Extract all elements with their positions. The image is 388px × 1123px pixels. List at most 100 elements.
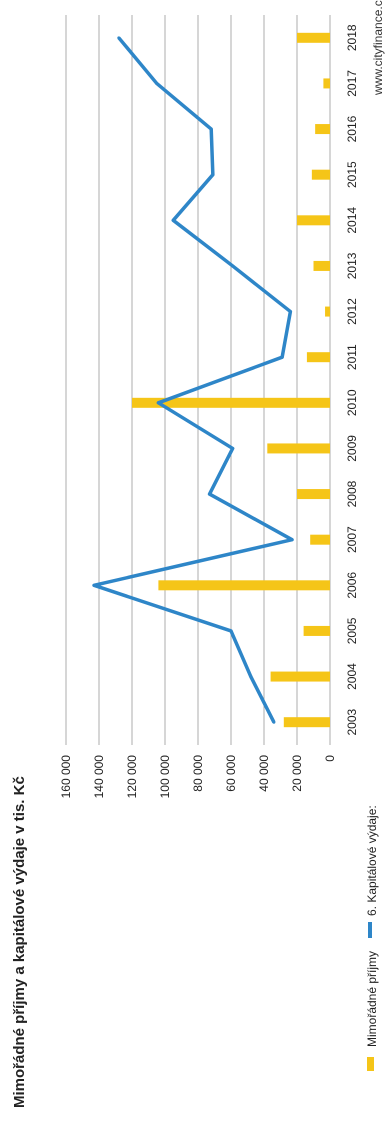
line-point	[156, 401, 160, 405]
bar	[315, 124, 330, 135]
x-tick-label: 2005	[345, 617, 359, 644]
x-tick-group: 2015	[345, 161, 359, 188]
x-tick-label: 2003	[345, 709, 359, 736]
y-tick-label: 60 000	[224, 755, 238, 792]
bars-layer	[132, 32, 330, 728]
line-point	[280, 355, 284, 359]
x-tick-group: 2008	[345, 480, 359, 507]
x-tick-label: 2016	[345, 115, 359, 142]
bar	[158, 580, 330, 591]
y-tick-group: 100 000	[158, 755, 172, 799]
x-tick-label: 2007	[345, 526, 359, 553]
bar	[323, 78, 330, 89]
line-point	[249, 675, 253, 679]
x-tick-group: 2007	[345, 526, 359, 553]
x-tick-label: 2009	[345, 435, 359, 462]
line-point	[231, 446, 235, 450]
x-tick-label: 2012	[345, 298, 359, 325]
bar	[311, 169, 330, 180]
x-tick-label: 2013	[345, 252, 359, 279]
chart-title-group: Mimořádné příjmy a kapitálové výdaje v t…	[11, 776, 28, 1108]
bar	[306, 352, 330, 363]
line-point	[208, 492, 212, 496]
bar	[313, 260, 330, 271]
x-tick-label: 2010	[345, 389, 359, 416]
x-tick-group: 2013	[345, 252, 359, 279]
y-tick-group: 160 000	[59, 755, 73, 799]
bar	[297, 32, 330, 43]
legend-item-line: 6. Kapitálové výdaje:	[365, 805, 379, 916]
y-tick-label: 20 000	[290, 755, 304, 792]
x-tick-label: 2004	[345, 663, 359, 690]
x-tick-label: 2018	[345, 24, 359, 51]
y-tick-layer: 0 20 000 40 000 60 000 80 000 100 000 120 000 1…	[59, 755, 337, 799]
x-tick-label: 2015	[345, 161, 359, 188]
x-tick-group: 2004	[345, 663, 359, 690]
y-tick-label: 80 000	[191, 755, 205, 792]
legend-label: 6. Kapitálové výdaje:	[365, 805, 379, 916]
x-tick-group: 2018	[345, 24, 359, 51]
x-tick-group: 2011	[345, 344, 359, 370]
series-line	[92, 36, 294, 723]
y-tick-group: 40 000	[257, 755, 271, 792]
x-tick-label: 2017	[345, 70, 359, 97]
line-point	[231, 264, 235, 268]
bar	[132, 397, 330, 408]
line-point	[117, 36, 121, 40]
legend: Mimořádné příjmy 6. Kapitálové výdaje:	[365, 805, 379, 1071]
x-tick-group: 2006	[345, 572, 359, 599]
line-point	[155, 81, 159, 85]
line-point	[229, 629, 233, 633]
y-tick-group: 120 000	[125, 755, 139, 799]
line-point	[288, 310, 292, 314]
x-tick-group: 2017	[345, 70, 359, 97]
y-tick-label: 40 000	[257, 755, 271, 792]
y-tick-group: 140 000	[92, 755, 106, 799]
legend-item-bar: Mimořádné příjmy	[365, 951, 379, 1047]
y-tick-label: 140 000	[92, 755, 106, 799]
y-tick-label: 160 000	[59, 755, 73, 799]
x-tick-layer: 2003 2004 2005 2006 2007 2008 2009 2010 2011 2012…	[345, 24, 359, 735]
x-tick-label: 2011	[345, 344, 359, 370]
y-tick-label: 0	[323, 755, 337, 762]
bar	[267, 443, 330, 454]
bar	[283, 717, 330, 728]
x-tick-label: 2008	[345, 480, 359, 507]
chart-title: Mimořádné příjmy a kapitálové výdaje v t…	[11, 776, 28, 1108]
bar	[270, 671, 330, 682]
source-label: www.cityfinance.cz	[371, 0, 385, 96]
line-point	[92, 583, 96, 587]
y-tick-group: 0	[323, 755, 337, 762]
x-tick-label: 2014	[345, 207, 359, 234]
x-tick-group: 2005	[345, 617, 359, 644]
x-tick-label: 2006	[345, 572, 359, 599]
bar	[297, 215, 330, 226]
bar	[310, 534, 330, 545]
line-point	[171, 218, 175, 222]
grid-layer	[65, 15, 331, 745]
line-point	[211, 173, 215, 177]
x-tick-group: 2009	[345, 435, 359, 462]
line-point	[290, 538, 294, 542]
line-layer	[92, 36, 294, 724]
x-tick-group: 2012	[345, 298, 359, 325]
bar	[297, 489, 330, 500]
legend-label: Mimořádné příjmy	[365, 951, 379, 1047]
x-tick-group: 2016	[345, 115, 359, 142]
x-tick-group: 2014	[345, 207, 359, 234]
line-point	[209, 127, 213, 131]
source-group: www.cityfinance.cz	[371, 0, 385, 96]
y-tick-label: 100 000	[158, 755, 172, 799]
bar	[325, 306, 330, 317]
y-tick-group: 20 000	[290, 755, 304, 792]
y-tick-group: 80 000	[191, 755, 205, 792]
y-tick-group: 60 000	[224, 755, 238, 792]
legend-swatch-line	[368, 922, 372, 938]
x-tick-group: 2010	[345, 389, 359, 416]
bar	[303, 625, 330, 636]
line-point	[272, 720, 276, 724]
y-tick-label: 120 000	[125, 755, 139, 799]
legend-swatch-bar	[367, 1057, 374, 1071]
x-tick-group: 2003	[345, 709, 359, 736]
